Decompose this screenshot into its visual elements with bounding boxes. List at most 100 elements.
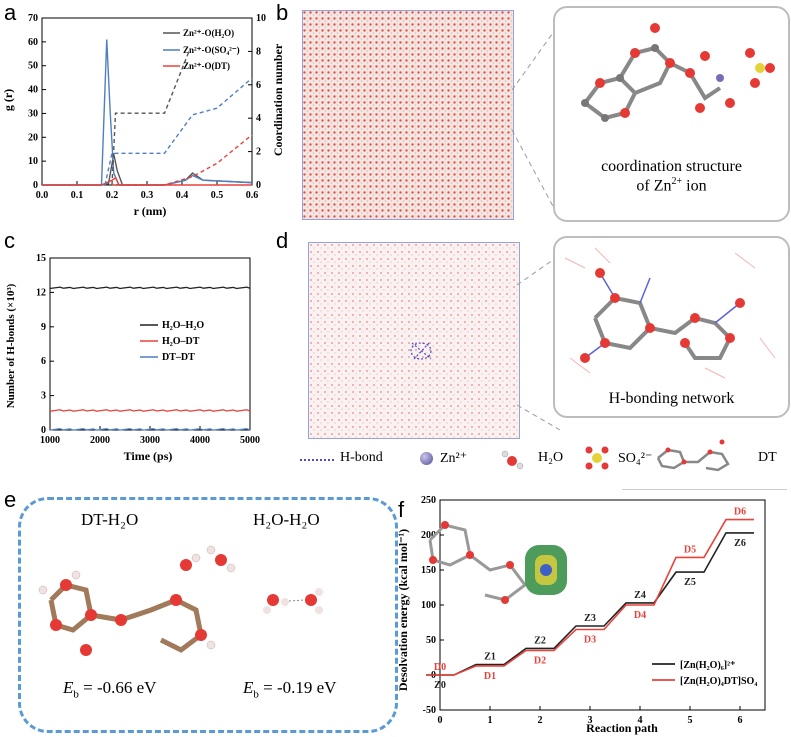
a-ytick-label: 20: [28, 132, 38, 143]
a-series-4: [104, 77, 253, 186]
f-xtick-label: 6: [738, 715, 743, 726]
c-xtick-label: 1000: [40, 435, 60, 446]
f-step-label: Z0: [434, 680, 446, 691]
e-right-title: H₂O-H₂O: [253, 510, 320, 529]
c-legend-2: DT–DT: [162, 352, 195, 363]
c-ytick-label: 0: [41, 425, 46, 436]
chart-c: 1000 2000 3000 4000 5000 0 3 6 9 12 15 Time (ps) N…: [5, 253, 260, 463]
a-xtick-label: 0.3: [141, 190, 154, 201]
f-step-label: D2: [534, 656, 546, 667]
h-bond-legend-icon: [300, 459, 334, 461]
f-step-label: D0: [434, 662, 446, 673]
a-ytick-label: 10: [28, 156, 38, 167]
h2o-h2o-molecule: [263, 588, 323, 614]
a-ytick-label: 40: [28, 85, 38, 96]
a-xtick-label: 0.4: [176, 190, 189, 201]
f-step-label: Z5: [684, 577, 696, 588]
a-ytick-label: 70: [28, 13, 38, 24]
f-step-label: D6: [734, 507, 746, 518]
f-series-0: [426, 532, 754, 676]
a-y2tick-label: 0: [256, 180, 261, 191]
c-series-0: [49, 286, 251, 290]
a-ytick-label: 30: [28, 108, 38, 119]
a-series-3: [111, 51, 190, 186]
f-xtick-label: 2: [538, 715, 543, 726]
zoom-connector-b: [511, 29, 556, 211]
c-ytick-label: 6: [41, 356, 46, 367]
a-xtick-label: 0.1: [71, 190, 84, 201]
c-plot-frame: [49, 257, 251, 431]
separator-line: [622, 489, 787, 490]
f-ytick-label: 250: [421, 495, 436, 506]
b-caption-line1: coordination structure: [601, 158, 742, 175]
f-ylabel: Desolvation energy (kcal mol⁻¹): [396, 529, 410, 691]
d-legend-dt: DT: [758, 450, 777, 465]
e-left-title: DT-H₂O: [81, 510, 139, 529]
a-y2tick-label: 8: [256, 46, 261, 57]
a-y2tick-label: 10: [256, 13, 266, 24]
a-series-0: [42, 153, 253, 186]
e-right-energy: Eb = -0.19 eV: [243, 678, 337, 701]
a-xlabel: r (nm): [134, 204, 167, 218]
simulation-box-b: [302, 10, 514, 220]
chart-a: 0.0 0.1 0.2 0.3 0.4 0.5 0.60102030405060700246…: [1, 13, 285, 218]
c-ylabel: Number of H-bonds (×10³): [5, 283, 17, 408]
f-legend-0: [Zn(H₂O)₆]²⁺: [680, 660, 735, 671]
a-ytick-label: 50: [28, 61, 38, 72]
water-legend-icon: [501, 450, 524, 470]
c-xtick-label: 3000: [140, 435, 160, 446]
zn-coordination-molecule: [581, 23, 775, 122]
f-xtick-label: 0: [438, 715, 443, 726]
a-ylabel-right: Coordination number: [271, 43, 285, 156]
d-caption: H-bonding network: [608, 390, 735, 407]
dt-h-bond-cluster: [410, 342, 432, 360]
c-ytick-label: 3: [41, 391, 46, 402]
f-xlabel: Reaction path: [586, 721, 658, 735]
f-xtick-label: 3: [588, 715, 593, 726]
sulfate-legend-icon: [585, 446, 609, 470]
c-legend-1: H₂O–DT: [162, 336, 200, 347]
f-ytick-label: -50: [423, 705, 436, 716]
f-step-label: Z4: [634, 590, 646, 601]
a-y2tick-label: 6: [256, 80, 261, 91]
f-step-label: D3: [584, 635, 596, 646]
a-xtick-label: 0.0: [36, 190, 49, 201]
h-bond-network-molecule: [564, 247, 776, 379]
panel-label-b: b: [276, 0, 289, 25]
a-ylabel-left: g (r): [1, 89, 15, 111]
f-step-label: D1: [484, 671, 496, 682]
water-box-texture: [303, 11, 513, 219]
zn-legend-icon: [420, 452, 433, 465]
d-legend-zn: Zn²⁺: [440, 451, 468, 466]
zn-ion-icon: [716, 74, 724, 82]
binding-energy-box: DT-H₂O H₂O-H₂O Eb = -0.66 eV Eb = -0.19 …: [18, 497, 398, 733]
a-xtick-label: 0.5: [211, 190, 224, 201]
a-y2tick-label: 4: [256, 113, 261, 124]
c-xtick-label: 2000: [90, 435, 110, 446]
d-legend-hbond: H-bond: [340, 450, 383, 465]
dt-h2o-molecule: [38, 545, 236, 656]
a-legend-0: Zn²⁺-O(H₂O): [183, 28, 234, 38]
dt-legend-icon: [656, 439, 730, 472]
h-bonding-network-bubble: H-bonding network: [553, 236, 790, 418]
coordination-structure-bubble: coordination structure of Zn2+ ion: [553, 6, 790, 222]
h-bond-box-texture: [309, 243, 519, 438]
c-xtick-label: 4000: [190, 435, 210, 446]
f-step-label: Z6: [734, 538, 746, 549]
f-ytick-label: 100: [421, 600, 436, 611]
f-step-label: Z1: [484, 652, 496, 663]
c-ytick-label: 15: [36, 253, 46, 264]
f-step-label: D4: [634, 610, 646, 621]
c-ytick-label: 9: [41, 322, 46, 333]
b-caption-line2: of Zn2+ ion: [636, 176, 707, 195]
f-xtick-label: 4: [638, 715, 643, 726]
f-ytick-label: 50: [426, 635, 436, 646]
f-series-1: [426, 518, 754, 676]
f-legend-1: [Zn(H₂O)₄DT]SO₄: [680, 676, 757, 687]
sulfur-icon: [755, 63, 765, 73]
panel-label-e: e: [4, 487, 17, 512]
f-xtick-label: 5: [688, 715, 693, 726]
f-step-label: Z3: [584, 613, 596, 624]
d-legend-h2o: H₂O: [538, 450, 564, 465]
